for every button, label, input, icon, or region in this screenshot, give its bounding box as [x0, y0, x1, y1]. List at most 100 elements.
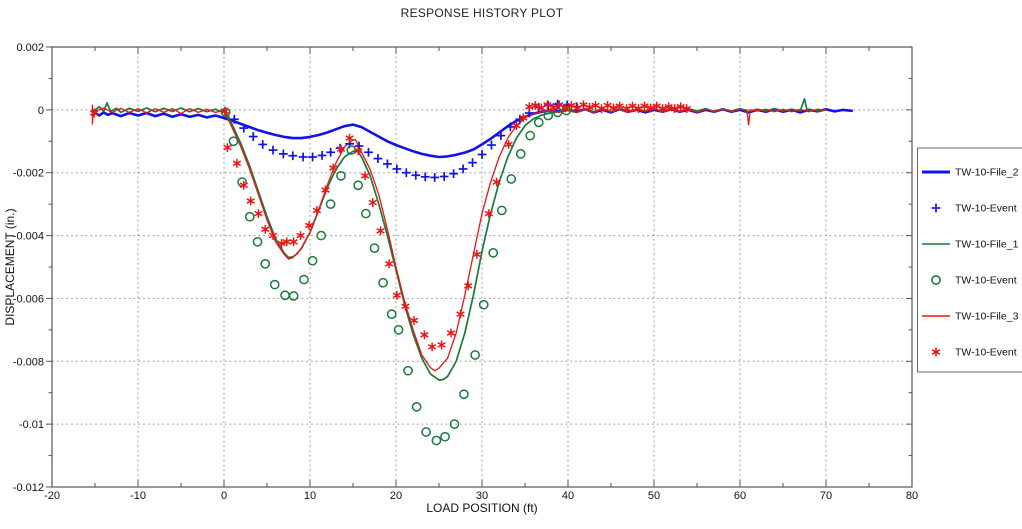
series-tw-10-event-plus: [229, 99, 581, 182]
series-tw-10-file_3-line: [91, 104, 827, 372]
asterisk-marker: [555, 101, 564, 108]
asterisk-marker: [427, 343, 437, 350]
circle-marker: [361, 208, 371, 219]
legend-entry: TW-10-File_1: [922, 239, 1019, 251]
asterisk-marker: [376, 228, 385, 234]
series-tw-10-file_1-line: [94, 98, 827, 381]
legend-label: TW-10-Event: [955, 275, 1017, 287]
asterisk-marker: [329, 165, 338, 171]
circle-marker: [459, 389, 469, 400]
circle-marker: [411, 402, 422, 412]
axis-ticks: [46, 46, 913, 488]
x-tick-label: 0: [221, 490, 227, 502]
legend-label: TW-10-Event: [955, 347, 1017, 359]
asterisk-marker: [622, 105, 631, 112]
y-tick-label: -0.01: [19, 419, 44, 431]
legend-entry: TW-10-File_2: [922, 167, 1019, 179]
asterisk-marker: [492, 179, 501, 185]
circle-marker: [552, 107, 563, 118]
asterisk-marker: [561, 105, 570, 111]
legend-label: TW-10-File_1: [955, 239, 1019, 251]
asterisk-marker: [392, 292, 402, 299]
asterisk-marker: [321, 187, 330, 193]
x-tick-label: 30: [476, 490, 488, 502]
circle-marker: [421, 427, 431, 437]
circle-marker: [488, 248, 499, 258]
asterisk-marker: [220, 108, 230, 114]
y-tick-label: 0: [38, 105, 44, 117]
chart-title: RESPONSE HISTORY PLOT: [400, 6, 564, 20]
asterisk-marker: [360, 173, 370, 179]
asterisk-marker: [609, 105, 618, 111]
y-tick-label: -0.008: [13, 356, 44, 368]
asterisk-marker: [268, 232, 278, 239]
circle-marker: [470, 350, 480, 360]
asterisk-marker: [682, 105, 691, 112]
circle-marker: [280, 290, 290, 301]
asterisk-marker: [336, 146, 346, 152]
circle-marker: [403, 365, 413, 376]
legend: TW-10-File_2 TW-10-Event TW-10-File_1 TW-10…: [917, 147, 1022, 373]
x-tick-label: -20: [44, 490, 60, 502]
circle-marker: [533, 117, 544, 128]
circle-marker: [307, 255, 318, 266]
x-tick-label: 60: [734, 490, 746, 502]
legend-entry: TW-10-Event: [931, 203, 1017, 215]
asterisk-marker: [312, 207, 322, 214]
asterisk-marker: [277, 240, 286, 247]
tick-labels: -20 -10 0 10 20 30 40 50 60 70 80 0.002 0 -0.002 -0.00…: [13, 42, 918, 502]
asterisk-marker: [670, 105, 679, 112]
asterisk-marker: [628, 103, 637, 109]
asterisk-marker: [567, 102, 576, 109]
asterisk-marker: [409, 317, 419, 324]
asterisk-marker: [519, 114, 528, 121]
asterisk-marker: [232, 160, 242, 167]
circle-marker: [378, 277, 388, 288]
x-tick-label: 40: [562, 490, 574, 502]
circle-marker: [346, 145, 357, 155]
circle-marker: [931, 275, 941, 285]
asterisk-marker: [525, 103, 534, 110]
x-tick-label: 20: [390, 490, 402, 502]
circle-marker: [353, 180, 364, 191]
legend-entry: TW-10-File_3: [922, 311, 1019, 323]
asterisk-marker: [304, 222, 314, 229]
data-line: [93, 107, 854, 159]
asterisk-marker: [658, 105, 667, 112]
y-tick-label: -0.002: [13, 168, 44, 180]
asterisk-marker: [345, 135, 354, 141]
asterisk-marker: [484, 210, 494, 217]
asterisk-marker: [464, 283, 473, 289]
asterisk-marker: [931, 349, 941, 355]
circle-marker: [269, 279, 280, 290]
asterisk-marker: [282, 239, 291, 245]
circle-marker: [393, 325, 404, 335]
legend-box: [917, 147, 1022, 373]
asterisk-marker: [420, 332, 429, 338]
circle-marker: [506, 174, 517, 184]
x-tick-label: 50: [648, 490, 660, 502]
circle-marker: [228, 136, 239, 147]
asterisk-marker: [603, 102, 612, 109]
circle-marker: [515, 149, 526, 159]
asterisk-marker: [664, 103, 673, 110]
circle-marker: [440, 431, 450, 442]
asterisk-marker: [652, 103, 661, 109]
data-line: [91, 104, 827, 372]
circle-marker: [386, 309, 397, 319]
asterisk-marker: [579, 101, 588, 108]
asterisk-marker: [289, 239, 298, 245]
series-tw-10-event-circle: [220, 105, 572, 446]
asterisk-marker: [368, 199, 377, 206]
circle-marker: [252, 237, 263, 247]
circle-marker: [288, 291, 299, 301]
y-tick-label: -0.004: [13, 231, 44, 243]
asterisk-marker: [512, 122, 521, 129]
asterisk-marker: [446, 330, 456, 336]
asterisk-marker: [634, 105, 643, 112]
series-tw-10-event-asterisk: [89, 100, 691, 352]
asterisk-marker: [472, 251, 482, 258]
circle-marker: [369, 243, 380, 253]
circle-marker: [244, 211, 255, 222]
series-tw-10-file_2-line: [93, 107, 854, 159]
